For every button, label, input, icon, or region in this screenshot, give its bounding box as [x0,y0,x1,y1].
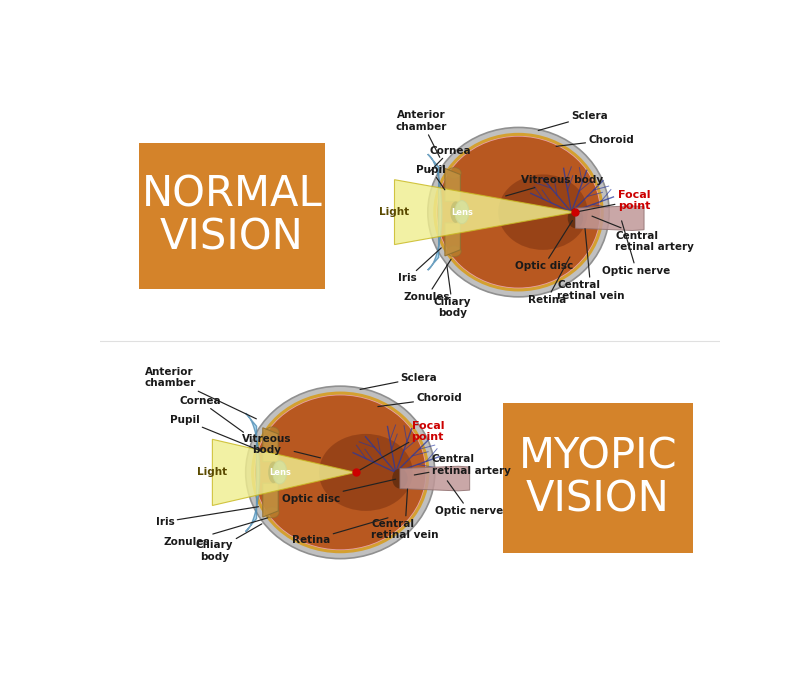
Ellipse shape [392,468,408,489]
Text: Central
retinal artery: Central retinal artery [414,454,510,475]
Text: Anterior
chamber: Anterior chamber [144,367,256,419]
Ellipse shape [265,507,279,518]
Text: Optic disc: Optic disc [282,479,396,504]
Text: Choroid: Choroid [556,135,634,146]
FancyBboxPatch shape [138,143,325,289]
Text: Focal
point: Focal point [358,421,444,471]
Ellipse shape [273,461,286,484]
Ellipse shape [246,386,435,559]
Polygon shape [212,439,355,506]
Text: Optic nerve: Optic nerve [602,221,670,276]
Polygon shape [394,179,575,244]
Text: Pupil: Pupil [170,415,262,452]
Text: Sclera: Sclera [360,373,438,389]
Text: Retina: Retina [528,257,570,305]
Text: Retina: Retina [292,518,388,545]
FancyBboxPatch shape [503,403,693,553]
Text: NORMAL
VISION: NORMAL VISION [142,173,322,259]
Ellipse shape [251,391,430,553]
Polygon shape [575,206,644,230]
Text: Focal
point: Focal point [578,190,650,212]
Ellipse shape [265,427,279,438]
Ellipse shape [447,168,461,178]
Text: MYOPIC
VISION: MYOPIC VISION [518,435,678,521]
Text: Zonules: Zonules [163,518,268,547]
Ellipse shape [255,395,426,550]
Text: Cornea: Cornea [179,396,243,433]
Polygon shape [400,466,470,491]
Ellipse shape [434,133,604,292]
Polygon shape [445,169,460,201]
Polygon shape [246,413,260,531]
Text: Vitreous
body: Vitreous body [242,434,321,458]
Text: Lens: Lens [451,208,473,217]
Ellipse shape [254,395,426,550]
Text: Iris: Iris [156,506,258,527]
Text: Iris: Iris [398,248,442,284]
Text: Anterior
chamber: Anterior chamber [396,110,447,157]
Text: Sclera: Sclera [538,111,608,131]
Text: Ciliary
body: Ciliary body [434,265,471,318]
Text: Light: Light [379,207,410,217]
Ellipse shape [568,208,583,228]
Ellipse shape [455,200,469,223]
Text: Optic disc: Optic disc [514,221,573,271]
Polygon shape [445,223,460,256]
Ellipse shape [498,175,588,250]
Text: Lens: Lens [269,468,290,477]
Polygon shape [262,428,278,462]
Text: Light: Light [198,467,227,477]
Polygon shape [428,154,442,270]
Ellipse shape [268,462,279,483]
Text: Pupil: Pupil [416,165,446,190]
Text: Vitreous body: Vitreous body [506,175,603,196]
Text: Optic nerve: Optic nerve [435,481,503,516]
Polygon shape [262,483,278,517]
Ellipse shape [428,127,609,297]
Text: Ciliary
body: Ciliary body [196,524,262,562]
Text: Cornea: Cornea [430,146,471,172]
Text: Central
retinal vein: Central retinal vein [558,229,625,301]
Ellipse shape [436,136,601,288]
Text: Central
retinal vein: Central retinal vein [371,489,438,540]
Text: Choroid: Choroid [378,393,462,407]
Ellipse shape [447,246,461,257]
Ellipse shape [319,434,413,511]
Ellipse shape [437,137,600,288]
Text: Central
retinal artery: Central retinal artery [592,216,694,253]
Text: Zonules: Zonules [404,259,451,302]
Ellipse shape [450,201,461,223]
